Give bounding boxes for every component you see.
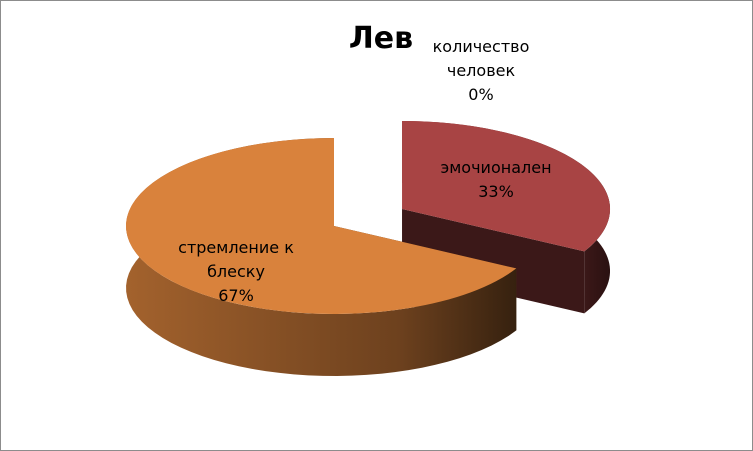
data-label: количество человек 0% (426, 35, 536, 107)
data-label-name: стремление к блеску (178, 238, 294, 281)
data-label-name: эмочионален (440, 158, 552, 177)
data-label-value: 67% (218, 286, 254, 305)
data-label: стремление к блеску 67% (156, 236, 316, 308)
data-label-value: 33% (478, 182, 514, 201)
slice (126, 138, 517, 315)
data-label-name: количество человек (432, 37, 530, 80)
slice-edge (402, 208, 585, 314)
data-label-value: 0% (468, 85, 494, 104)
chart-title: Лев (348, 21, 414, 56)
slice (402, 120, 611, 252)
data-label: эмочионален 33% (421, 156, 571, 204)
